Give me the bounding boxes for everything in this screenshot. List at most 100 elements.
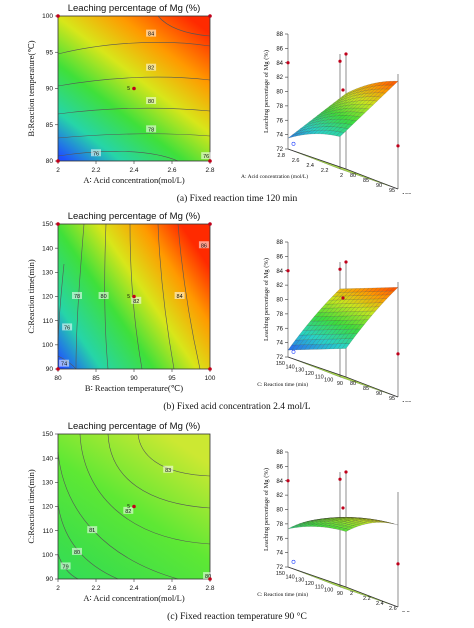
design-point-low	[291, 141, 296, 146]
u-tick-label: 2.8	[402, 611, 410, 612]
contour-plot-a: Leaching percentage of Mg (%) 2 2.2 2.4 2.6 2…	[26, 3, 215, 185]
y-tick-label: 110	[43, 528, 54, 535]
y-axis-label: B:Reaction temperature(℃)	[26, 40, 36, 136]
z-tick-label: 74	[276, 133, 283, 139]
contour-label-bg	[59, 359, 70, 367]
contour-line	[157, 15, 211, 37]
v-axis-label: A: Acid concentration (mol/L)	[241, 173, 308, 180]
design-point	[56, 367, 60, 371]
design-point	[338, 59, 342, 63]
x-tick-label: 2.4	[129, 167, 138, 174]
design-point	[56, 222, 60, 226]
u-tick-label: 2	[350, 591, 353, 597]
design-point	[208, 577, 212, 581]
row-a: Leaching percentage of Mg (%) 2 2.2 2.4 2.6 2…	[0, 0, 474, 210]
y-tick-label: 100	[42, 552, 53, 559]
box-edge	[287, 148, 399, 190]
u-tick-label: 100	[402, 401, 411, 402]
surface-cell	[352, 116, 362, 121]
z-tick-label: 86	[276, 46, 283, 52]
z-tick-label: 76	[276, 118, 283, 124]
z-tick-label: 88	[276, 240, 283, 246]
x-tick-label: 2.2	[91, 167, 100, 174]
contour-line	[57, 151, 179, 162]
v-axis-label: C: Reaction time (min)	[257, 381, 308, 388]
contour-label: 79	[63, 564, 69, 570]
u-tick-label: 80	[350, 381, 356, 387]
contour-title: Leaching percentage of Mg (%)	[68, 211, 201, 222]
y-axis-label: C:Reaction time(min)	[26, 259, 36, 334]
contour-label: 81	[89, 528, 95, 534]
v-tick-label: 140	[285, 364, 294, 370]
z-tick-label: 84	[276, 269, 283, 275]
contour-label: 74	[61, 362, 67, 368]
y-tick-label: 130	[42, 270, 53, 277]
contour-label: 82	[125, 509, 131, 515]
contour-label-bg	[203, 572, 214, 580]
v-tick-label: 130	[295, 578, 304, 584]
z-tick-label: 76	[276, 326, 283, 332]
y-tick-label: 110	[43, 318, 54, 325]
v-tick-label: 150	[276, 571, 285, 577]
design-point-low	[291, 349, 296, 354]
v-tick-label: 120	[305, 371, 314, 377]
z-tick-label: 78	[276, 104, 283, 110]
v-tick-label: 90	[337, 591, 343, 597]
contour-label: 84	[177, 294, 183, 300]
floor-contour	[296, 570, 389, 604]
contour-label: 80	[101, 294, 107, 300]
design-point	[338, 267, 342, 271]
u-tick-label: 85	[363, 386, 369, 392]
caption-b: (b) Fixed acid concentration 2.4 mol/L	[163, 402, 311, 412]
row-c: Leaching percentage of Mg (%) 2 2.2 2.4 2.6 2…	[0, 418, 474, 628]
design-point	[132, 86, 136, 91]
contour-label-bg	[87, 526, 98, 534]
v-tick-label: 150	[276, 361, 285, 367]
contour-label-bg	[62, 323, 73, 331]
contour-label-bg	[201, 152, 212, 160]
y-tick-label: 120	[42, 504, 53, 511]
v-tick-label: 120	[305, 581, 314, 587]
design-point	[338, 477, 342, 481]
caption-c: (c) Fixed reaction temperature 90 °C	[167, 612, 307, 622]
contour-label: 80	[148, 99, 154, 105]
contour-label-bg	[146, 125, 157, 133]
contour-label-bg	[174, 292, 185, 299]
contour-line	[79, 433, 211, 545]
row-b: Leaching percentage of Mg (%) 80 85 90 95 100…	[0, 208, 474, 418]
design-point	[132, 294, 136, 299]
x-tick-label: 2.2	[91, 585, 100, 592]
y-tick-label: 90	[46, 86, 54, 93]
design-point	[286, 61, 290, 65]
v-axis-label: C: Reaction time (min)	[257, 591, 308, 598]
contour-label: 84	[148, 32, 154, 38]
design-point	[396, 144, 400, 148]
x-tick-label: 2.6	[167, 585, 176, 592]
x-tick-label: 2	[56, 167, 60, 174]
v-tick-label: 2.2	[321, 168, 329, 174]
x-tick-label: 100	[205, 375, 216, 382]
z-tick-label: 80	[276, 90, 283, 96]
z-tick-label: 72	[276, 565, 283, 571]
surface-plot-a: 72 74 76 78 80 82 84 86 88 Leaching percentage of…	[241, 32, 411, 194]
box-edge	[287, 566, 399, 608]
floor-contour	[296, 360, 389, 394]
u-tick-label: 85	[363, 178, 369, 184]
x-tick-label: 2.6	[167, 167, 176, 174]
y-tick-label: 90	[46, 576, 54, 583]
v-tick-label: 140	[285, 574, 294, 580]
design-point	[208, 222, 212, 226]
contour-label-bg	[198, 241, 209, 249]
contour-label-bg	[163, 465, 174, 473]
v-tick-label: 2.8	[277, 153, 285, 159]
design-point	[344, 470, 348, 474]
v-tick-label: 100	[324, 378, 333, 384]
contour-label: 80	[205, 574, 211, 580]
y-tick-label: 95	[46, 49, 54, 56]
y-tick-label: 150	[42, 221, 53, 228]
z-tick-label: 72	[276, 355, 283, 361]
design-point	[286, 479, 290, 483]
surface-cell	[389, 287, 399, 292]
u-tick-label: 90	[376, 183, 382, 189]
contour-plot-b: Leaching percentage of Mg (%) 80 85 90 95 100…	[26, 211, 216, 393]
